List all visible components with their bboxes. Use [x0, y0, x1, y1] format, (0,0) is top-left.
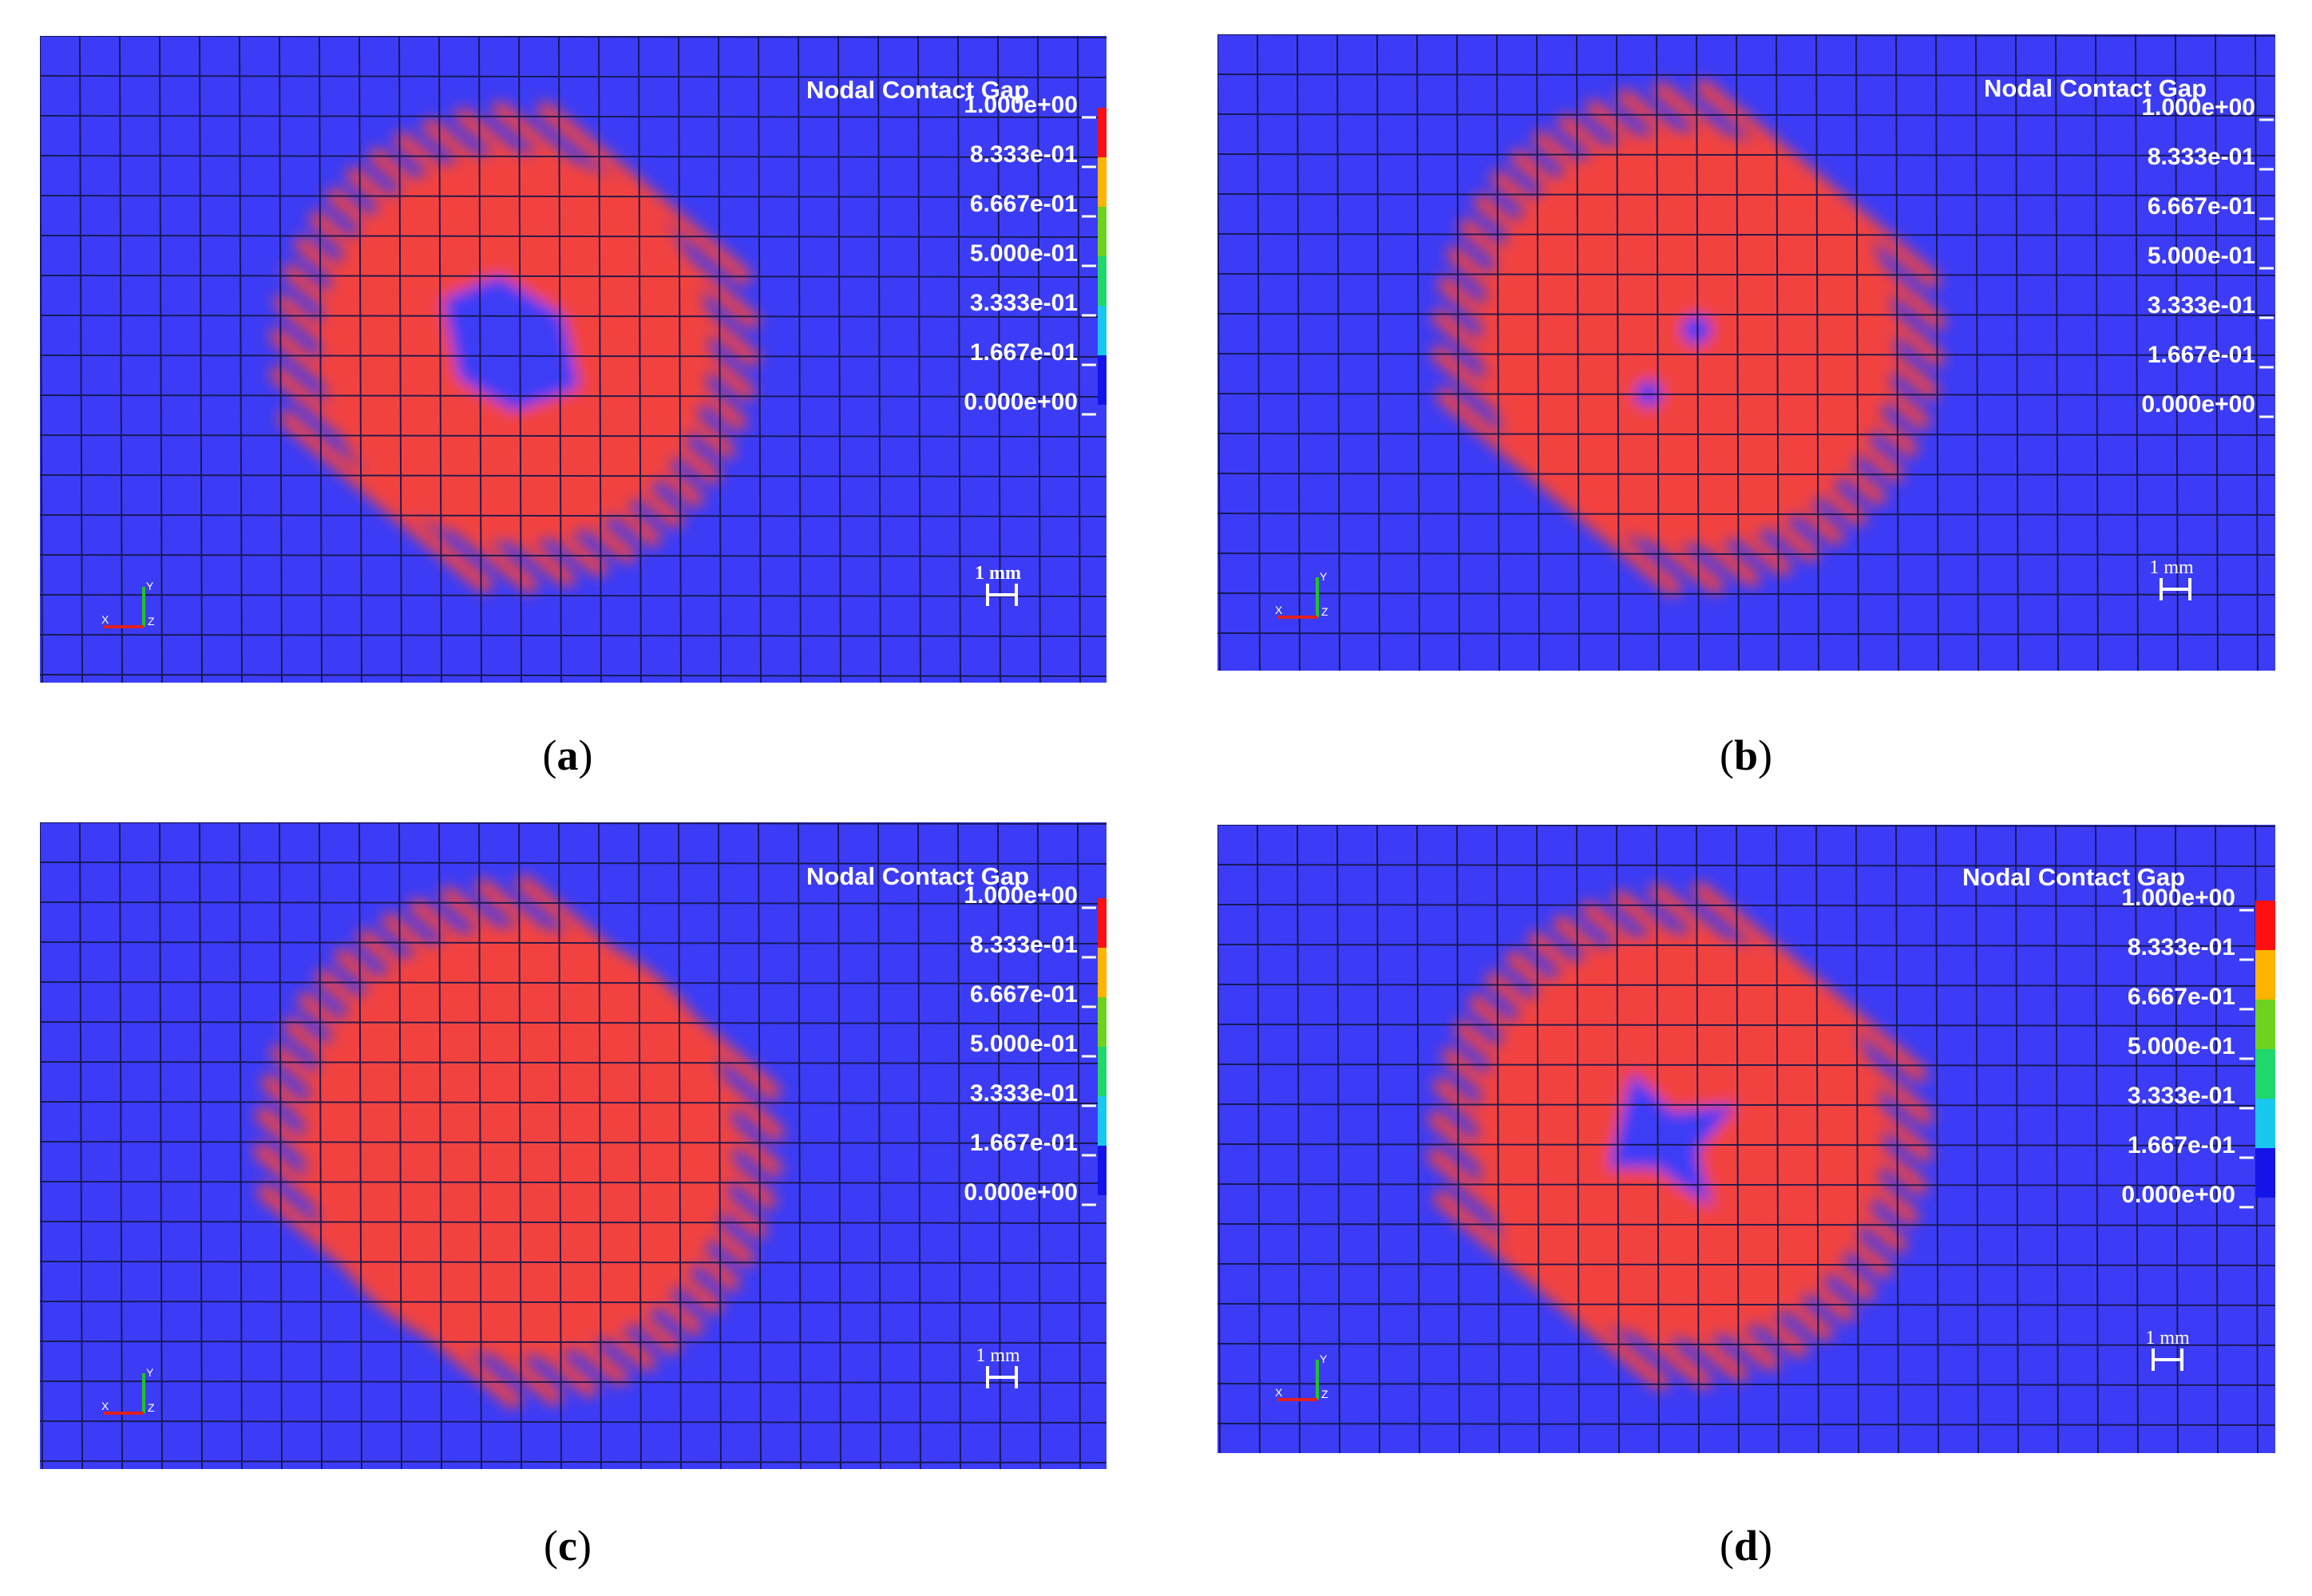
legend-value: 1.000e+00: [2141, 94, 2255, 121]
scale-bar: [2160, 578, 2191, 600]
legend-title: Nodal Contact Gap: [806, 76, 1030, 104]
legend-value: 0.000e+00: [2121, 1182, 2235, 1208]
legend-color-band: [2255, 1000, 2275, 1049]
svg-text:X: X: [101, 613, 109, 626]
contact-region: [1427, 881, 1934, 1391]
contact-map-c: Y X Z: [40, 822, 1107, 1469]
legend-color-band: [1098, 256, 1107, 306]
legend-color-band: [1098, 108, 1107, 157]
legend-color-band: [1098, 306, 1107, 355]
caption-letter: a: [556, 731, 579, 779]
legend-value: 5.000e-01: [2147, 243, 2255, 269]
legend-color-band: [1098, 1146, 1107, 1195]
legend-color-band: [1098, 1047, 1107, 1096]
contact-map-a: Y X Z: [40, 36, 1107, 683]
legend-color-band: [2255, 1049, 2275, 1099]
mesh-grid: [40, 822, 1107, 1469]
legend-color-band: [1098, 355, 1107, 405]
legend-value: 1.000e+00: [964, 92, 1078, 118]
contact-region: [1431, 79, 1946, 596]
scale-bar: [2152, 1348, 2183, 1371]
legend-value: 5.000e-01: [969, 1031, 1078, 1057]
legend-value: 0.000e+00: [964, 1179, 1078, 1206]
svg-text:Z: Z: [148, 615, 155, 628]
caption-letter: c: [558, 1522, 577, 1570]
scale-bar: [986, 1366, 1018, 1388]
axis-triad-icon: Y X Z: [1275, 570, 1328, 619]
caption-c: (c): [544, 1522, 592, 1570]
legend-color-band: [2255, 1099, 2275, 1148]
legend-value: 1.667e-01: [2127, 1132, 2235, 1158]
svg-text:Y: Y: [1320, 570, 1328, 583]
panel-d: Y X Z Nodal Contact Gap 1 mm 1.000e+00 8.33…: [1217, 825, 2275, 1453]
contact-map-d: Y X Z: [1217, 825, 2275, 1453]
mesh-grid: [1217, 825, 2275, 1453]
svg-text:X: X: [1275, 604, 1283, 616]
legend-title: Nodal Contact Gap: [1984, 74, 2207, 102]
legend-title: Nodal Contact Gap: [806, 862, 1030, 890]
scale-bar-label: 1 mm: [975, 563, 1021, 584]
legend-value: 0.000e+00: [964, 389, 1078, 415]
legend-value: 6.667e-01: [2147, 193, 2255, 220]
caption-letter: b: [1733, 731, 1759, 779]
axis-triad-icon: Y X Z: [101, 580, 155, 628]
legend-color-band: [2255, 901, 2275, 950]
legend-value: 6.667e-01: [969, 191, 1078, 217]
legend-value: 1.000e+00: [964, 882, 1078, 909]
legend-value: 1.667e-01: [969, 1130, 1078, 1156]
legend-value: 8.333e-01: [969, 932, 1078, 958]
caption-letter: d: [1733, 1522, 1759, 1570]
legend-value: 3.333e-01: [969, 1080, 1078, 1107]
svg-text:Y: Y: [146, 1366, 154, 1379]
legend-color-band: [1098, 157, 1107, 207]
svg-text:X: X: [1275, 1386, 1283, 1399]
scale-bar-label: 1 mm: [2145, 1328, 2190, 1348]
legend-value: 8.333e-01: [2147, 144, 2255, 170]
legend-value: 5.000e-01: [969, 240, 1078, 267]
legend-color-band: [1098, 997, 1107, 1047]
mesh-grid: [40, 36, 1107, 683]
legend-color-band: [1098, 1096, 1107, 1146]
legend-value: 0.000e+00: [2141, 391, 2255, 418]
axis-triad-icon: Y X Z: [1275, 1352, 1328, 1401]
legend-value: 5.000e-01: [2127, 1033, 2235, 1059]
legend-color-band: [1098, 898, 1107, 948]
scale-bar-label: 1 mm: [2149, 557, 2194, 578]
panel-a: Y X Z Nodal Contact Gap 1 mm 1.000e+00 8.33…: [40, 36, 1107, 683]
legend-color-band: [1098, 948, 1107, 997]
legend-value: 1.667e-01: [2147, 342, 2255, 368]
caption-a: (a): [542, 731, 593, 779]
svg-text:Z: Z: [1321, 1388, 1328, 1400]
axis-triad-icon: Y X Z: [101, 1366, 155, 1415]
legend-value: 1.000e+00: [2121, 885, 2235, 911]
legend-value: 1.667e-01: [969, 339, 1078, 366]
mesh-grid: [1217, 34, 2275, 671]
legend-value: 6.667e-01: [2127, 984, 2235, 1010]
contact-map-b: Y X Z: [1217, 34, 2275, 671]
legend-value: 8.333e-01: [2127, 934, 2235, 960]
legend-value: 3.333e-01: [969, 290, 1078, 316]
svg-text:Y: Y: [146, 580, 154, 592]
legend-value: 8.333e-01: [969, 141, 1078, 168]
legend-color-band: [2255, 950, 2275, 1000]
caption-d: (d): [1719, 1522, 1772, 1570]
panel-b: Y X Z Nodal Contact Gap 1 mm 1.000e+00 8.33…: [1217, 34, 2275, 671]
legend-color-band: [2255, 1148, 2275, 1198]
legend-value: 3.333e-01: [2127, 1083, 2235, 1109]
legend-color-band: [1098, 207, 1107, 256]
caption-b: (b): [1719, 731, 1772, 779]
svg-text:Z: Z: [148, 1401, 155, 1414]
legend-value: 6.667e-01: [969, 981, 1078, 1008]
contact-region: [270, 101, 760, 593]
scale-bar-label: 1 mm: [976, 1345, 1020, 1366]
svg-text:Y: Y: [1320, 1352, 1328, 1365]
svg-text:X: X: [101, 1400, 109, 1412]
panel-c: Y X Z Nodal Contact Gap 1 mm 1.000e+00 8.33…: [40, 822, 1107, 1469]
legend-title: Nodal Contact Gap: [1962, 863, 2186, 891]
scale-bar: [986, 584, 1018, 606]
svg-text:Z: Z: [1321, 605, 1328, 618]
legend-value: 3.333e-01: [2147, 292, 2255, 319]
